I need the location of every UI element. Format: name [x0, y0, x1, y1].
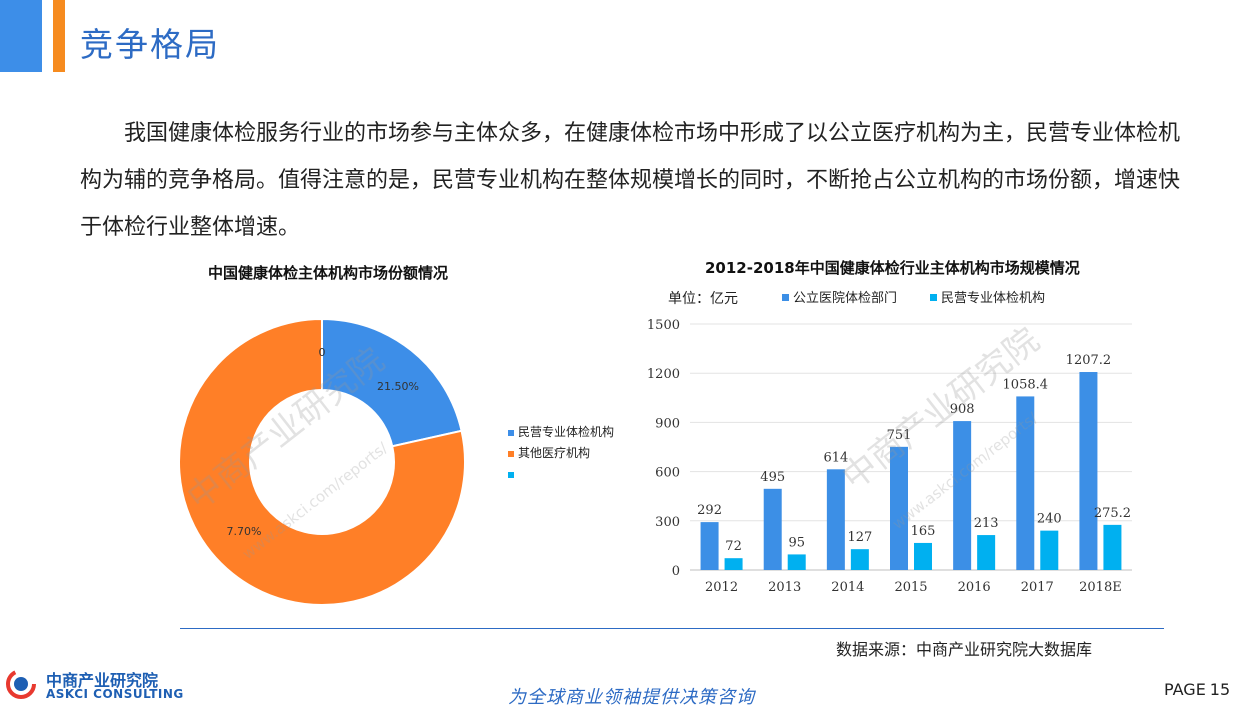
x-tick-label: 2013	[768, 580, 801, 595]
page-number-value: 15	[1209, 680, 1231, 699]
page-label-text: PAGE	[1164, 680, 1206, 699]
bar-data-label: 275.2	[1094, 506, 1131, 521]
bar-data-label: 495	[760, 470, 785, 485]
bar-data-label: 165	[911, 524, 936, 539]
x-tick-label: 2015	[894, 580, 927, 595]
logo-mark-icon	[6, 669, 36, 699]
legend-label: 公立医院体检部门	[793, 291, 897, 306]
pie-slice	[321, 317, 463, 448]
page-title: 竞争格局	[80, 25, 220, 64]
source-divider	[180, 628, 1164, 629]
bar-data-label: 614	[823, 450, 848, 465]
bar	[1040, 530, 1059, 570]
legend-label: 民营专业体检机构	[941, 291, 1045, 306]
company-logo: 中商产业研究院 ASKCI CONSULTING	[6, 665, 183, 705]
y-tick-label: 600	[655, 466, 680, 481]
bar	[1079, 372, 1098, 570]
bar	[914, 542, 932, 570]
bar	[890, 446, 908, 570]
bar-data-label: 1058.4	[1003, 377, 1048, 392]
bar-chart-title: 2012-2018年中国健康体检行业主体机构市场规模情况	[705, 259, 1080, 277]
y-tick-label: 1500	[647, 318, 680, 333]
bar-data-label: 1207.2	[1066, 353, 1112, 368]
pie-data-label: 7.70%	[227, 525, 262, 538]
bar-data-label: 127	[847, 530, 872, 545]
legend-label: 民营专业体检机构	[518, 424, 614, 439]
legend-swatch	[930, 294, 937, 301]
legend-swatch	[782, 294, 789, 301]
y-tick-label: 300	[655, 515, 680, 530]
data-source: 数据来源：中商产业研究院大数据库	[836, 640, 1093, 659]
bar	[977, 535, 996, 570]
y-tick-label: 0	[672, 564, 680, 579]
bar-data-label: 908	[950, 402, 975, 417]
bar-data-label: 213	[974, 516, 999, 531]
logo-name-cn: 中商产业研究院	[46, 671, 159, 690]
pie-slice	[178, 317, 466, 606]
bar	[700, 522, 719, 570]
bar	[850, 549, 869, 570]
x-tick-label: 2017	[1021, 580, 1054, 595]
x-tick-label: 2018E	[1079, 580, 1122, 595]
bar-data-label: 240	[1037, 512, 1062, 527]
x-tick-label: 2012	[705, 580, 738, 595]
legend-swatch	[508, 430, 514, 436]
pie-data-label: 0	[319, 346, 326, 359]
x-tick-label: 2016	[958, 580, 991, 595]
bar	[1103, 524, 1122, 570]
logo-name-en: ASKCI CONSULTING	[46, 687, 184, 701]
legend-label: 其他医疗机构	[518, 445, 590, 460]
bar-data-label: 72	[725, 539, 742, 554]
page-number: PAGE 15	[1160, 680, 1230, 699]
bar-data-label: 292	[697, 503, 722, 518]
y-tick-label: 900	[655, 416, 680, 431]
bar	[763, 488, 782, 570]
footer-slogan: 为全球商业领袖提供决策咨询	[508, 687, 755, 708]
bar-data-label: 751	[887, 428, 912, 443]
intro-text: 我国健康体检服务行业的市场参与主体众多，在健康体检市场中形成了以公立医疗机构为主…	[80, 110, 1180, 251]
legend-swatch	[508, 451, 514, 457]
x-tick-label: 2014	[831, 580, 864, 595]
bar	[724, 558, 743, 570]
pie-chart-title: 中国健康体检主体机构市场份额情况	[208, 264, 449, 282]
header-accent-orange	[53, 0, 65, 72]
intro-paragraph: 我国健康体检服务行业的市场参与主体众多，在健康体检市场中形成了以公立医疗机构为主…	[80, 121, 1181, 240]
bar	[787, 554, 806, 570]
bar	[826, 469, 845, 570]
pie-data-label: 21.50%	[377, 380, 419, 393]
bar-data-label: 95	[788, 535, 805, 550]
header-accent-blue	[0, 0, 42, 72]
y-tick-label: 1200	[647, 367, 680, 382]
legend-swatch	[508, 472, 514, 478]
unit-label: 单位：亿元	[668, 291, 738, 307]
bar	[1016, 396, 1035, 570]
bar-chart: 单位：亿元 公立医院体检部门 民营专业体检机构 0 300 600 900 1200 1500 2…	[647, 291, 1132, 595]
bar	[953, 421, 972, 570]
